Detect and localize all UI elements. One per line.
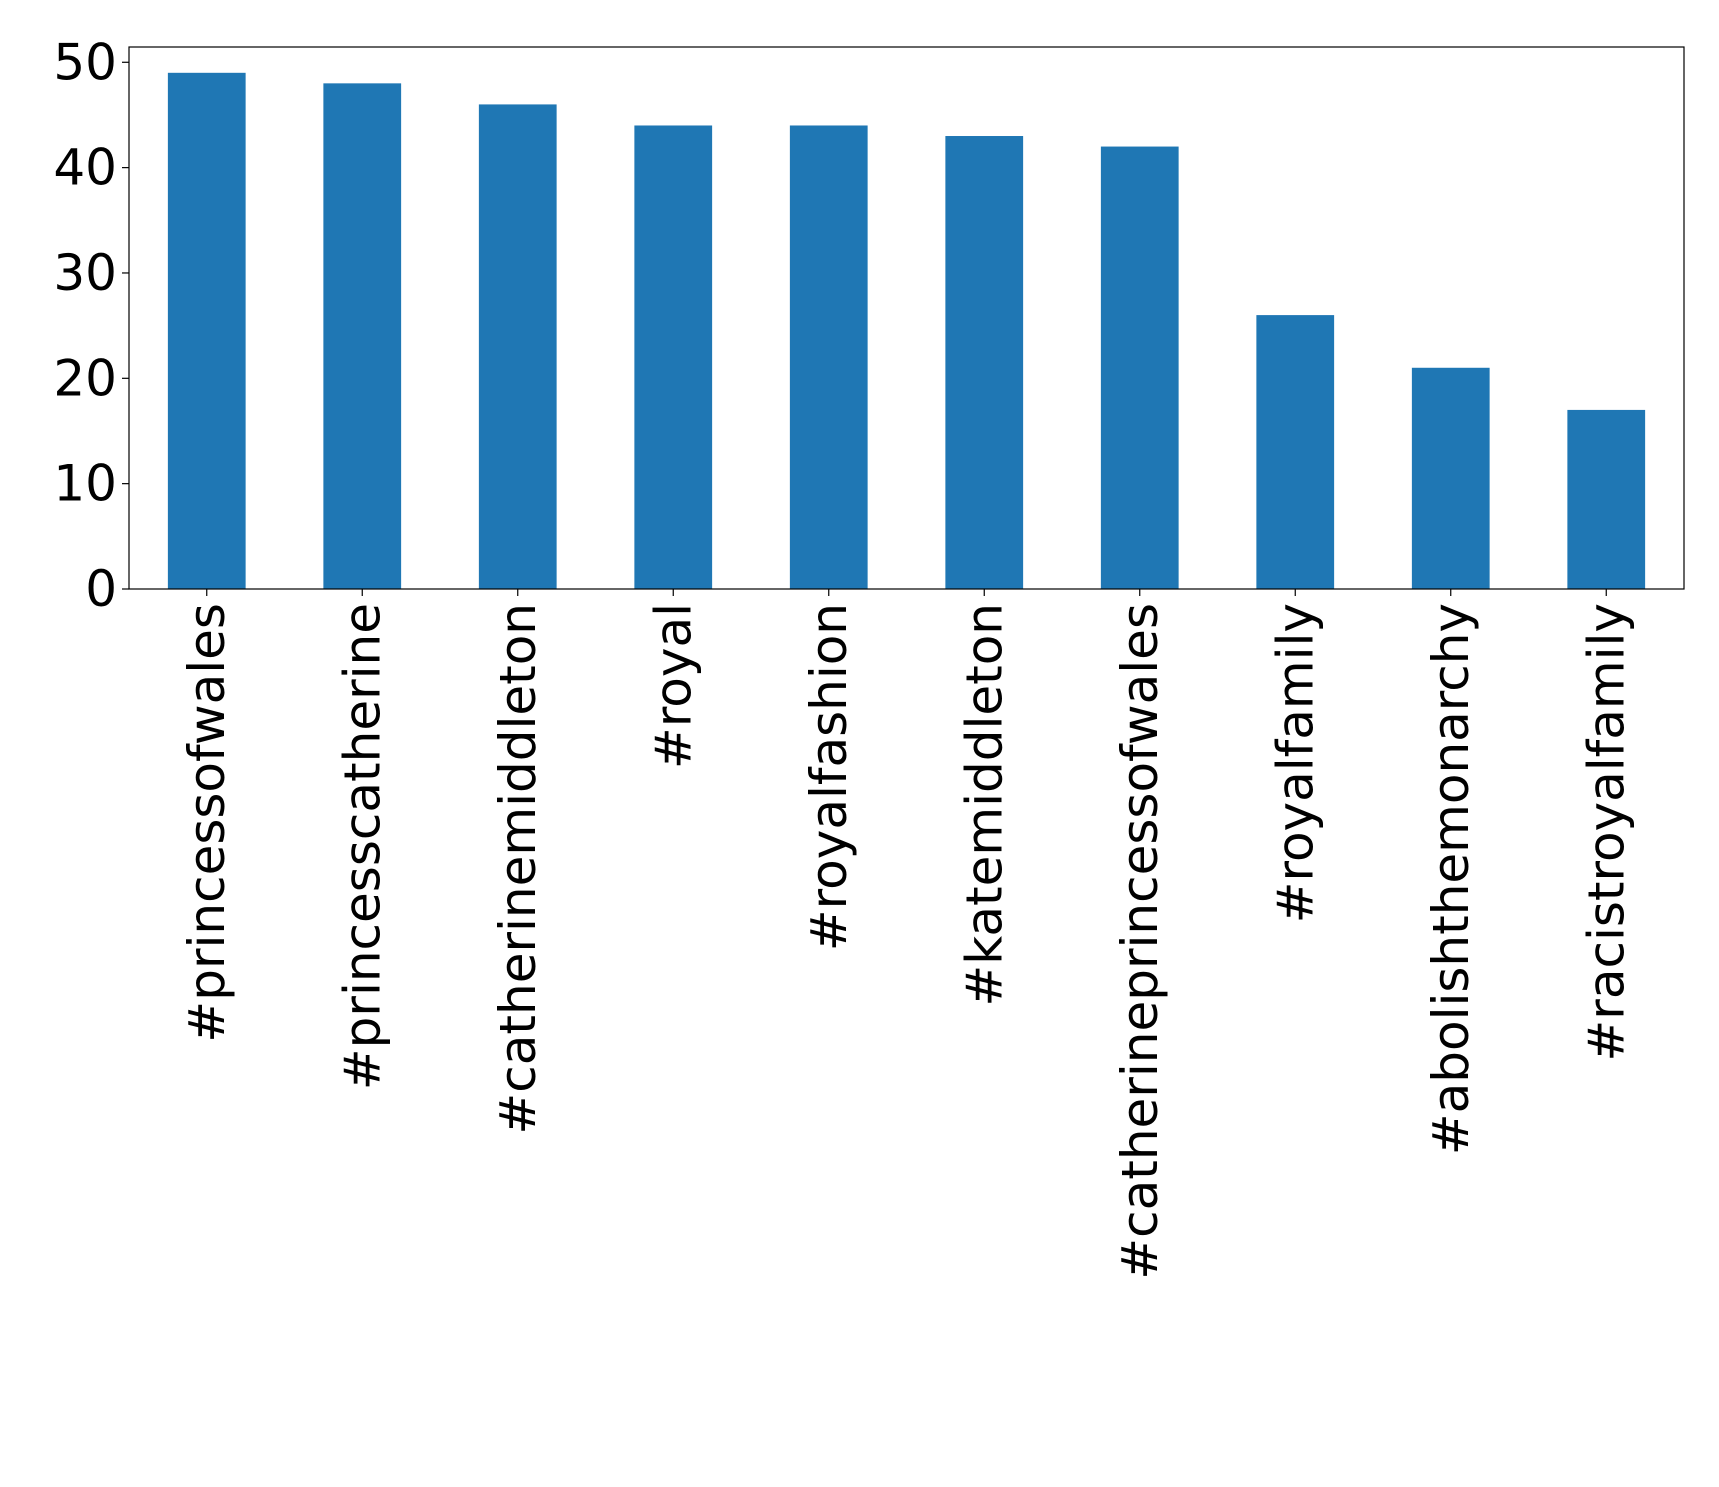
bar-princessofwales bbox=[167, 72, 246, 590]
x-tick-label: #catherineprincessofwales bbox=[1111, 603, 1169, 1280]
bar-royal bbox=[634, 125, 713, 589]
bar-royalfashion bbox=[789, 125, 868, 589]
y-tick-label: 10 bbox=[53, 455, 117, 513]
y-tick-label: 20 bbox=[53, 349, 117, 407]
x-tick-label: #abolishthemonarchy bbox=[1422, 603, 1480, 1155]
x-tick-label: #royalfashion bbox=[800, 603, 858, 951]
y-tick-label: 50 bbox=[53, 33, 117, 91]
bar-katemiddleton bbox=[945, 136, 1024, 589]
x-tick-label: #princesscatherine bbox=[333, 603, 391, 1090]
x-axis: #princessofwales #princesscatherine #cathe… bbox=[178, 589, 1635, 1280]
x-tick-label: #royalfamily bbox=[1266, 603, 1324, 923]
bars-group bbox=[167, 72, 1646, 590]
x-tick-label: #catherinemiddleton bbox=[489, 603, 547, 1135]
y-axis: 0 10 20 30 40 50 bbox=[53, 33, 129, 618]
x-tick-label: #royal bbox=[644, 603, 702, 769]
x-tick-label: #princessofwales bbox=[178, 603, 236, 1043]
x-tick-label: #racistroyalfamily bbox=[1577, 603, 1635, 1062]
x-tick-label: #katemiddleton bbox=[955, 603, 1013, 1007]
bar-catherineprincessofwales bbox=[1100, 146, 1179, 589]
y-tick-label: 0 bbox=[85, 560, 117, 618]
bar-abolishthemonarchy bbox=[1411, 367, 1490, 589]
plot-frame bbox=[128, 46, 1685, 590]
bar-princesscatherine bbox=[323, 83, 402, 589]
y-tick-label: 40 bbox=[53, 139, 117, 197]
bar-royalfamily bbox=[1256, 315, 1335, 589]
bar-catherinemiddleton bbox=[478, 104, 557, 589]
y-tick-label: 30 bbox=[53, 244, 117, 302]
bar-racistroyalfamily bbox=[1567, 409, 1646, 589]
